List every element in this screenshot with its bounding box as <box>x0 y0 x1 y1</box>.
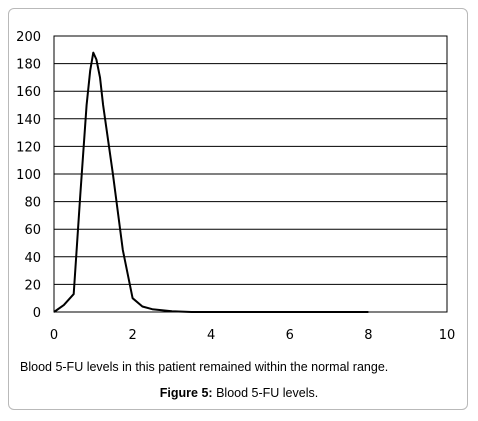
chart-caption: Blood 5-FU levels in this patient remain… <box>20 360 389 374</box>
y-tick-label: 140 <box>16 113 41 128</box>
y-tick-label: 120 <box>16 140 41 155</box>
x-tick-label: 0 <box>50 328 58 343</box>
y-tick-label: 80 <box>24 196 41 211</box>
figure-text: Blood 5-FU levels. <box>216 386 319 400</box>
y-tick-label: 20 <box>24 278 41 293</box>
y-tick-label: 40 <box>24 251 41 266</box>
y-tick-label: 200 <box>16 30 41 45</box>
line-chart: 0 20 40 60 80 100 120 140 160 180 200 0 2 4 6 8 10 <box>16 30 455 343</box>
series-lines <box>53 51 369 313</box>
y-axis-tick-labels: 0 20 40 60 80 100 120 140 160 180 200 <box>16 30 41 321</box>
x-tick-label: 2 <box>128 328 136 343</box>
y-tick-label: 100 <box>16 168 41 183</box>
x-axis-tick-labels: 0 2 4 6 8 10 <box>50 328 455 343</box>
grid-lines <box>54 63 447 285</box>
y-tick-label: 160 <box>16 85 41 100</box>
y-tick-label: 0 <box>33 306 41 321</box>
figure-label: Figure 5: <box>159 386 213 400</box>
series-line <box>53 51 369 313</box>
x-tick-label: 10 <box>439 328 456 343</box>
y-tick-label: 180 <box>16 58 41 73</box>
x-tick-label: 6 <box>286 328 294 343</box>
figure-title: Figure 5: Blood 5-FU levels. <box>0 386 478 400</box>
x-tick-label: 4 <box>207 328 215 343</box>
figure-frame <box>8 8 468 410</box>
x-tick-label: 8 <box>364 328 372 343</box>
y-tick-label: 60 <box>24 223 41 238</box>
